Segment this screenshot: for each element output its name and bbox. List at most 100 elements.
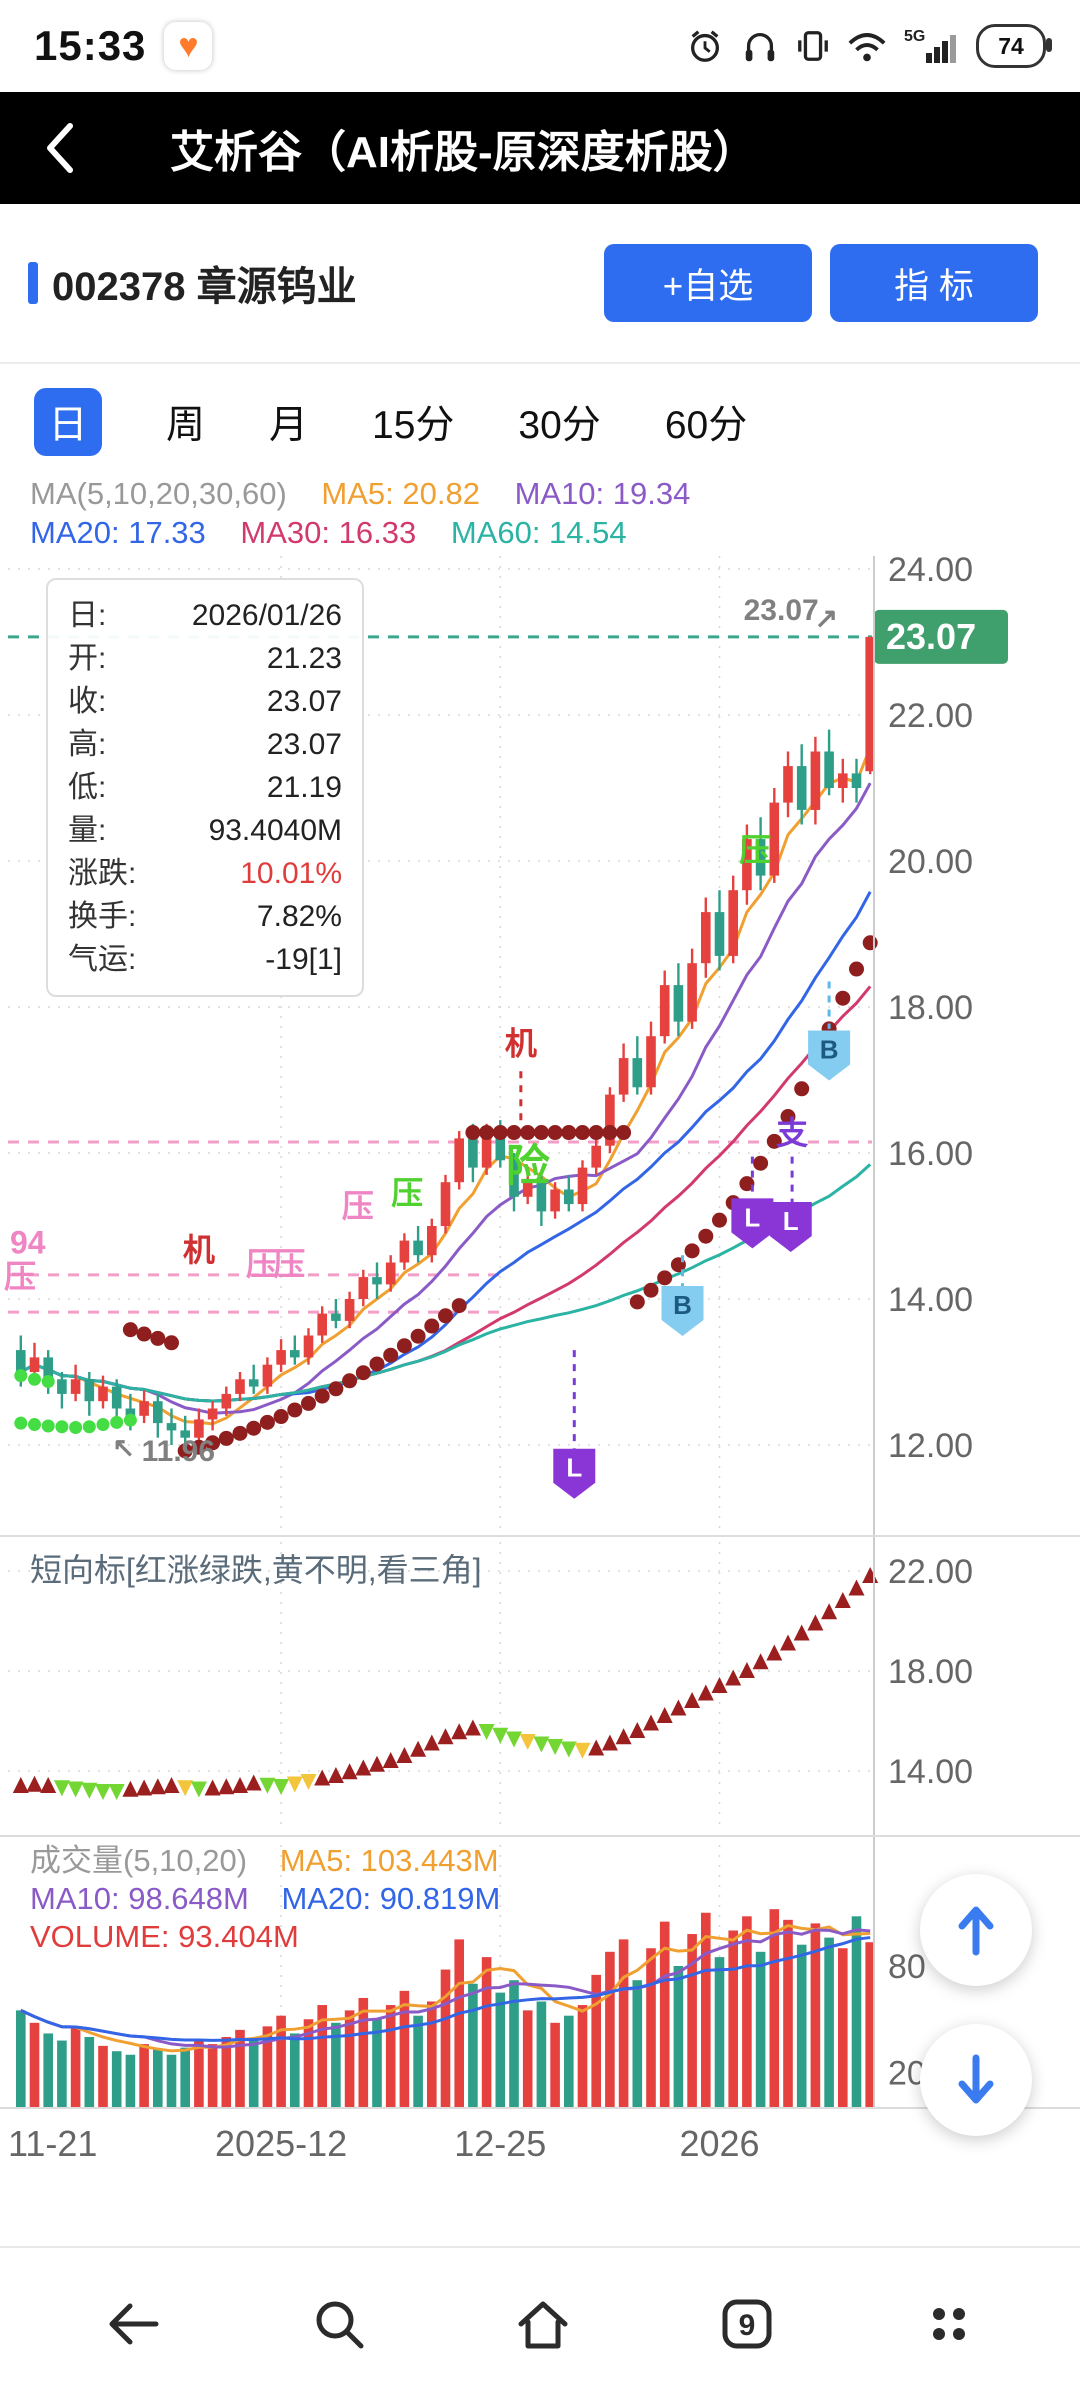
tab-30min[interactable]: 30分 — [518, 404, 601, 447]
svg-text:机: 机 — [505, 1025, 537, 1061]
volume-panel — [16, 1909, 875, 2108]
panel-dividers — [0, 556, 1080, 2109]
svg-text:11.96: 11.96 — [142, 1435, 215, 1468]
svg-text:险: 险 — [506, 1142, 551, 1191]
ma5-value: MA5: 20.82 — [321, 476, 480, 511]
ohlc-tooltip: 日: 2026/01/26 开: 21.23 收: 23.07 高: 23.07 低: 2… — [46, 578, 364, 997]
svg-text:压: 压 — [391, 1175, 423, 1211]
svg-text:B: B — [673, 1290, 692, 1320]
candlesticks — [16, 636, 875, 1448]
tab-count: 9 — [739, 2309, 756, 2342]
nav-search-icon[interactable] — [309, 2294, 369, 2354]
last-price-badge — [874, 609, 1008, 664]
svg-text:23.07: 23.07 — [886, 616, 976, 657]
svg-text:20: 20 — [888, 2055, 926, 2093]
nav-home-icon[interactable] — [511, 2294, 575, 2354]
ma60-value: MA60: 14.54 — [450, 515, 627, 550]
status-icons: 5G 74 — [686, 24, 1052, 68]
svg-text:12.00: 12.00 — [888, 1427, 973, 1465]
svg-text:2025-12: 2025-12 — [215, 2123, 347, 2164]
vol-ma5-value: MA5: 103.443M — [279, 1843, 499, 1878]
tab-60min[interactable]: 60分 — [664, 404, 748, 447]
svg-text:94: 94 — [10, 1225, 46, 1261]
stock-row: 002378 章源钨业 +自选 指 标 — [0, 204, 1080, 364]
trend-dots — [14, 935, 878, 1459]
ma-indicator-header: MA(5,10,20,30,60) MA5: 20.82 MA10: 19.34… — [30, 474, 716, 552]
vol-ma10-value: MA10: 98.648M — [30, 1881, 249, 1916]
svg-text:18.00: 18.00 — [888, 989, 973, 1027]
heart-sticker-icon: ♥ — [164, 22, 213, 70]
l-signal-flag — [769, 1202, 812, 1252]
tab-week[interactable]: 周 — [166, 404, 206, 447]
svg-text:压: 压 — [273, 1246, 305, 1282]
b-signal-flag — [808, 1030, 851, 1081]
nav-tabs-button[interactable]: 9 — [717, 2294, 777, 2354]
app-header: 艾析谷（AI析股-原深度析股） — [0, 92, 1080, 204]
tab-15min[interactable]: 15分 — [372, 404, 455, 447]
volume-value: VOLUME: 93.404M — [30, 1919, 299, 1954]
wifi-icon — [848, 33, 886, 62]
svg-text:支: 支 — [776, 1115, 808, 1151]
volume-indicator-header: 成交量(5,10,20) MA5: 103.443M MA10: 98.648M… — [30, 1842, 524, 1956]
headset-icon — [745, 33, 775, 62]
svg-text:L: L — [566, 1453, 582, 1483]
arrow-down-icon — [958, 2054, 994, 2104]
svg-text:↖: ↖ — [112, 1433, 135, 1463]
indicator-button[interactable]: 指 标 — [830, 244, 1038, 322]
short-direction-panel — [8, 1567, 879, 1800]
axis-labels: 24.00 22.00 20.00 18.00 16.00 14.00 12.00 11-21… — [8, 551, 973, 2164]
l-signal-flag — [553, 1448, 596, 1499]
scroll-up-button[interactable] — [920, 1874, 1032, 1986]
svg-text:压: 压 — [246, 1246, 278, 1282]
scroll-down-button[interactable] — [920, 2024, 1032, 2136]
svg-text:80: 80 — [888, 1948, 926, 1986]
tab-day[interactable]: 日 — [34, 388, 102, 456]
vol-ma20-value: MA20: 90.819M — [281, 1881, 501, 1916]
svg-text:机: 机 — [183, 1232, 215, 1268]
nav-back-icon[interactable] — [101, 2296, 167, 2352]
clock: 15:33 — [34, 22, 147, 69]
status-bar: 15:33 ♥ 5G 74 — [0, 0, 1080, 92]
svg-text:5G: 5G — [904, 28, 925, 45]
svg-text:18.00: 18.00 — [888, 1653, 973, 1691]
tab-month[interactable]: 月 — [269, 404, 309, 447]
battery-icon: 74 — [976, 24, 1052, 68]
timeframe-tabs: 日 周 月 15分 30分 60分 — [0, 372, 1080, 472]
stock-marker — [28, 262, 38, 304]
ma30-value: MA30: 16.33 — [240, 515, 417, 550]
nav-menu-icon[interactable] — [919, 2294, 979, 2354]
svg-text:24.00: 24.00 — [888, 551, 973, 589]
back-chevron-icon — [47, 123, 73, 173]
stock-code-name: 002378 章源钨业 — [52, 265, 357, 309]
signal-5g-icon: 5G — [904, 28, 956, 63]
alarm-icon — [690, 30, 720, 62]
svg-text:压: 压 — [342, 1188, 374, 1224]
volume-label: 成交量(5,10,20) — [30, 1843, 248, 1878]
ma-label: MA(5,10,20,30,60) — [30, 476, 287, 511]
svg-text:12-25: 12-25 — [454, 2123, 546, 2164]
ma10-value: MA10: 19.34 — [514, 476, 691, 511]
battery-level: 74 — [998, 32, 1024, 59]
svg-text:2026: 2026 — [679, 2123, 759, 2164]
svg-text:B: B — [820, 1034, 839, 1064]
svg-text:L: L — [783, 1206, 799, 1236]
arrow-up-icon — [958, 1906, 994, 1956]
add-watchlist-button[interactable]: +自选 — [604, 244, 812, 322]
svg-text:L: L — [744, 1202, 760, 1232]
svg-text:14.00: 14.00 — [888, 1753, 973, 1791]
back-button[interactable] — [0, 92, 120, 204]
svg-text:11-21: 11-21 — [8, 2123, 97, 2164]
short-direction-title: 短向标[红涨绿跌,黄不明,看三角] — [30, 1552, 482, 1588]
svg-text:↗: ↗ — [815, 602, 838, 633]
svg-text:16.00: 16.00 — [888, 1135, 973, 1173]
svg-text:压: 压 — [739, 832, 771, 868]
vibrate-icon — [798, 31, 828, 61]
svg-text:23.07: 23.07 — [744, 594, 819, 627]
bottom-navigation: 9 — [0, 2246, 1080, 2400]
svg-text:22.00: 22.00 — [888, 697, 973, 735]
svg-text:22.00: 22.00 — [888, 1553, 973, 1591]
ma20-value: MA20: 17.33 — [30, 515, 206, 550]
svg-text:压: 压 — [4, 1258, 36, 1294]
